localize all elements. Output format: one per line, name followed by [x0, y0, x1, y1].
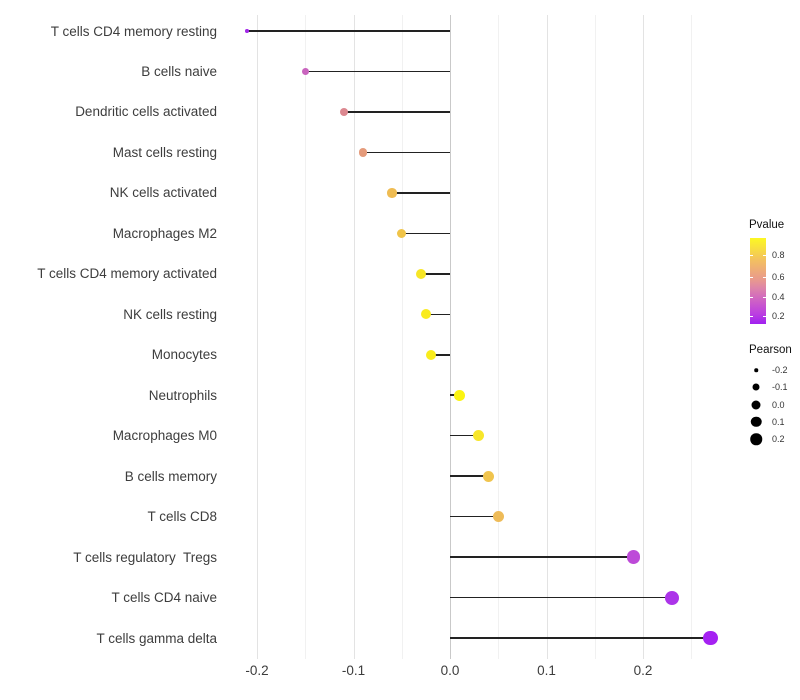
- data-point: [454, 389, 465, 401]
- y-axis-label: NK cells resting: [123, 306, 217, 322]
- pearson-size-dot: [750, 433, 762, 445]
- data-point: [626, 550, 641, 564]
- major-gridline: [353, 15, 355, 659]
- data-point: [245, 29, 250, 33]
- pearson-size-dot: [752, 383, 760, 391]
- pearson-size-label: -0.2: [772, 365, 788, 375]
- x-axis-tick-label: 0.0: [440, 663, 460, 678]
- y-axis-label: Macrophages M0: [112, 428, 217, 444]
- colorbar-tick: [750, 255, 753, 257]
- colorbar-tick: [763, 296, 766, 298]
- x-axis-tick-label: -0.2: [245, 663, 269, 678]
- y-axis-label: Dendritic cells activated: [75, 104, 217, 120]
- minor-gridline: [594, 15, 596, 659]
- major-gridline: [546, 15, 548, 659]
- y-axis-label: Mast cells resting: [112, 144, 217, 160]
- minor-gridline: [305, 15, 307, 659]
- lollipop-stem: [450, 515, 499, 518]
- data-point: [492, 510, 504, 523]
- y-axis-label: Monocytes: [151, 347, 217, 363]
- data-point: [482, 470, 495, 482]
- data-point: [420, 309, 431, 320]
- lollipop-stem: [247, 30, 450, 32]
- data-point: [301, 68, 309, 75]
- x-axis-tick-label: -0.1: [341, 663, 366, 678]
- colorbar-tick-label: 0.2: [772, 311, 785, 322]
- minor-gridline: [691, 15, 693, 659]
- colorbar-tick: [763, 316, 766, 318]
- colorbar-tick: [750, 296, 753, 298]
- lollipop-stem: [450, 637, 711, 639]
- y-axis-label: Macrophages M2: [112, 225, 217, 241]
- y-axis-label: B cells naive: [141, 63, 217, 79]
- data-point: [358, 148, 368, 157]
- x-axis-tick-label: 0.2: [633, 663, 653, 678]
- data-point: [473, 430, 485, 442]
- colorbar-tick: [763, 255, 766, 257]
- colorbar-tick-label: 0.8: [772, 250, 785, 261]
- lollipop-stem: [421, 273, 450, 275]
- pearson-size-label: 0.0: [772, 399, 785, 410]
- y-axis-label: T cells CD4 memory resting: [50, 23, 217, 39]
- data-point: [387, 188, 397, 198]
- y-axis-label: B cells memory: [124, 468, 217, 484]
- lollipop-stem: [343, 111, 450, 113]
- pearson-size-dot: [750, 416, 762, 428]
- lollipop-stem: [430, 354, 450, 356]
- lollipop-stem: [425, 313, 450, 316]
- y-axis-label: T cells CD8: [147, 509, 217, 525]
- y-axis-label: T cells regulatory Tregs: [73, 549, 217, 565]
- colorbar-tick: [750, 277, 753, 279]
- colorbar-tick: [763, 277, 766, 279]
- lollipop-stem: [450, 434, 479, 437]
- pearson-size-dot: [751, 400, 761, 410]
- data-point: [397, 228, 407, 239]
- pearson-size-dot: [754, 368, 758, 372]
- lollipop-stem: [450, 556, 634, 558]
- data-point: [416, 268, 426, 279]
- pearson-size-label: 0.2: [772, 434, 785, 445]
- data-point: [703, 630, 718, 646]
- minor-gridline: [498, 15, 500, 659]
- lollipop-stem: [450, 596, 672, 599]
- y-axis-label: T cells CD4 memory activated: [37, 266, 217, 282]
- data-point: [339, 107, 348, 116]
- x-axis-tick-label: 0.1: [537, 663, 556, 678]
- colorbar-tick: [750, 316, 753, 318]
- lollipop-stem: [450, 475, 489, 477]
- lollipop-stem: [392, 192, 450, 194]
- y-axis-label: NK cells activated: [109, 185, 217, 201]
- colorbar-tick-label: 0.4: [772, 291, 785, 302]
- data-point: [664, 590, 679, 605]
- pearson-size-label: -0.1: [772, 382, 788, 393]
- zero-gridline: [450, 15, 451, 659]
- minor-gridline: [401, 15, 403, 659]
- colorbar-tick-label: 0.6: [772, 272, 785, 283]
- y-axis-label: T cells CD4 naive: [111, 590, 217, 606]
- pvalue-legend-title: Pvalue: [749, 219, 785, 231]
- major-gridline: [257, 15, 258, 659]
- lollipop-stem: [401, 232, 450, 235]
- lollipop-stem: [363, 151, 450, 154]
- y-axis-label: Neutrophils: [148, 387, 217, 403]
- pearson-size-label: 0.1: [772, 416, 785, 427]
- y-axis-label: T cells gamma delta: [96, 630, 217, 646]
- pearson-legend-title: Pearson: [749, 344, 792, 356]
- lollipop-stem: [305, 70, 450, 73]
- data-point: [425, 349, 436, 360]
- pvalue-colorbar: [750, 238, 766, 324]
- major-gridline: [643, 15, 644, 659]
